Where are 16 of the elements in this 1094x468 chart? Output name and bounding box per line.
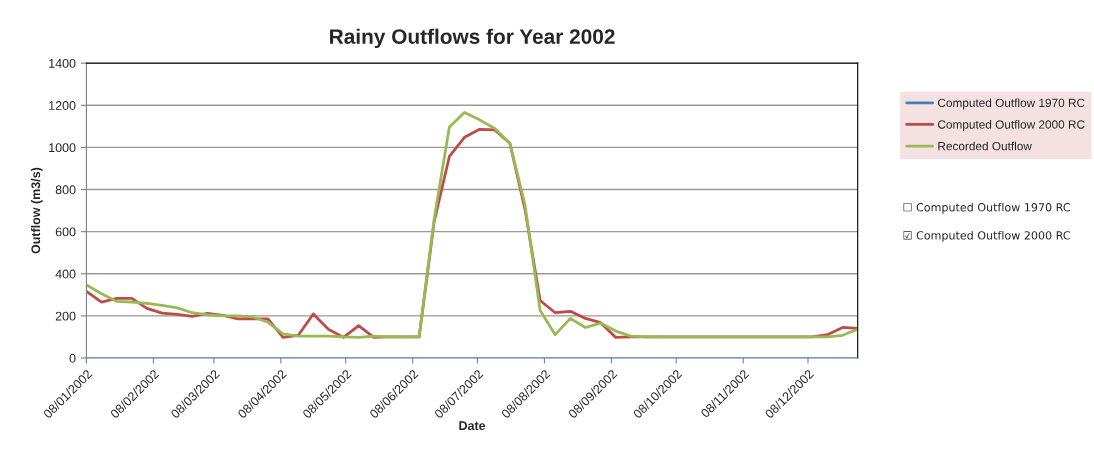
y-tick-label: 1000 xyxy=(49,143,76,153)
y-tick-label: 0 xyxy=(69,353,76,363)
legend-label: Computed Outflow 2000 RC xyxy=(937,120,1085,132)
legend-label: Recorded Outflow xyxy=(938,141,1032,151)
text: ☐ Computed Outflow 1970 RC xyxy=(903,202,1070,214)
text: ☑ Computed Outflow 2000 RC xyxy=(903,230,1070,242)
y-tick-label: 1200 xyxy=(49,101,76,110)
chart-title: Rainy Outflows for Year 2002 xyxy=(330,28,615,49)
y-tick-label: 600 xyxy=(55,227,76,237)
y-tick-label: 200 xyxy=(55,311,76,321)
legend-label: Computed Outflow 1970 RC xyxy=(937,98,1085,110)
y-tick-label: 1400 xyxy=(49,58,76,68)
y-tick-label: 400 xyxy=(55,269,76,279)
y-axis-title: Outflow (m3/s) xyxy=(31,167,43,254)
y-tick-label: 800 xyxy=(55,185,76,195)
x-axis-title: Date xyxy=(459,421,486,431)
